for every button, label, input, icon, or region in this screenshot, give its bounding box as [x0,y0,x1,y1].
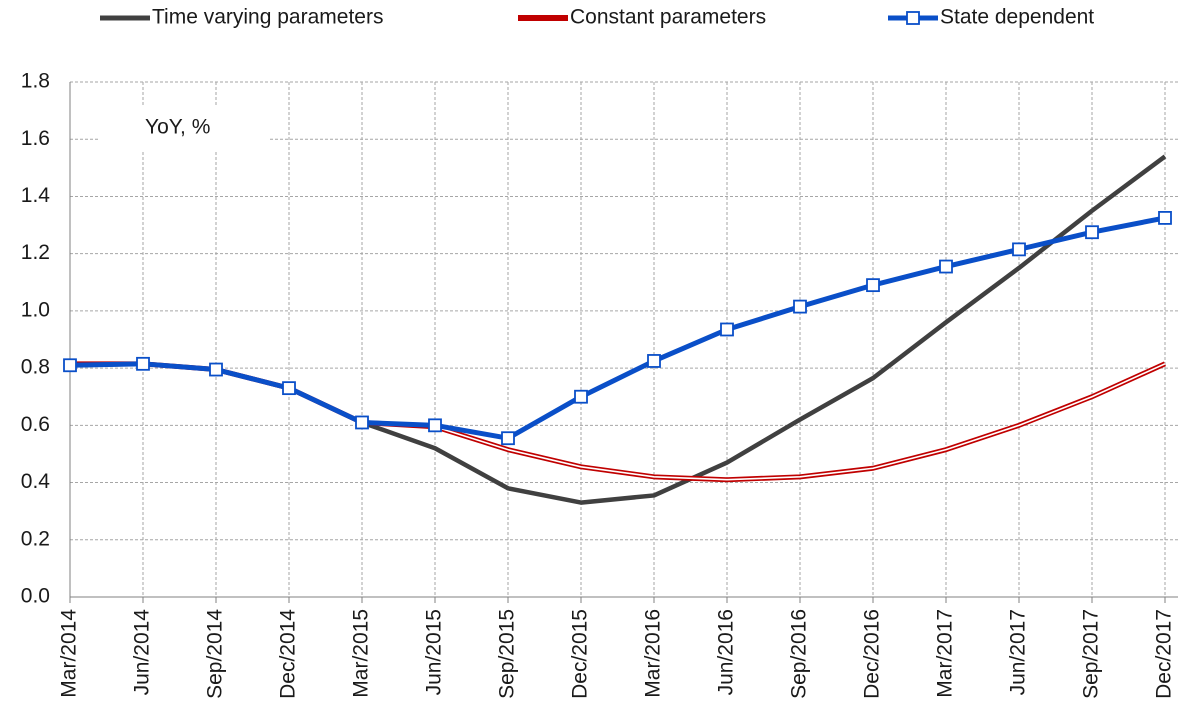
y-tick-label: 0.8 [21,356,50,379]
marker [866,278,880,293]
x-tick-label: Sep/2017 [1080,609,1103,699]
marker [939,259,953,274]
x-tick-label: Dec/2014 [277,609,300,699]
marker [1012,242,1026,257]
marker [63,358,77,373]
series-line [69,154,1167,505]
marker [501,431,515,446]
legend-marker [906,11,920,25]
legend: Time varying parameters Constant paramete… [100,6,1094,29]
marker [720,322,734,337]
marker [647,354,661,368]
x-tick-label: Dec/2015 [569,609,592,699]
x-tick-label: Mar/2016 [642,609,665,698]
marker [355,415,369,430]
x-tick-label: Dec/2017 [1153,609,1176,699]
legend-label: State dependent [940,6,1094,29]
annotation: YoY, % [145,116,210,139]
x-tick-label: Dec/2016 [861,609,884,699]
y-tick-label: 1.0 [21,298,50,321]
marker [1085,225,1099,240]
y-tick-label: 1.6 [21,127,50,150]
y-tick-label: 1.8 [21,70,50,93]
marker [282,381,296,396]
legend-label: Constant parameters [570,6,766,29]
grid: 0.0 0.2 0.4 0.6 0.8 1.0 1.2 1.4 1.6 1.8 Mar/2014 Ju… [21,70,1178,699]
y-tick-label: 0.6 [21,413,50,436]
y-tick-label: 0.2 [21,527,50,550]
y-tick-label: 0.4 [21,470,51,493]
legend-label: Time varying parameters [152,6,383,29]
x-tick-label: Sep/2016 [788,609,811,699]
x-tick-label: Jun/2014 [131,609,154,696]
x-tick-label: Sep/2015 [496,609,519,699]
x-tick-label: Jun/2016 [715,609,738,695]
x-tick-label: Jun/2015 [423,609,446,695]
y-tick-label: 1.4 [21,184,51,207]
x-tick-label: Mar/2014 [58,609,81,698]
x-tick-label: Sep/2014 [204,609,227,699]
x-tick-label: Mar/2015 [350,609,373,698]
plot [63,154,1172,505]
marker [793,299,807,314]
marker [1158,211,1172,225]
annotation-box [100,106,270,152]
marker [209,362,223,377]
y-tick-label: 0.0 [21,585,50,608]
series-line [69,215,1166,441]
x-tick-label: Mar/2017 [934,609,957,698]
y-tick-label: 1.2 [21,241,50,264]
marker [428,418,442,433]
marker [574,389,588,404]
x-tick-label: Jun/2017 [1007,609,1030,695]
marker [136,356,150,371]
